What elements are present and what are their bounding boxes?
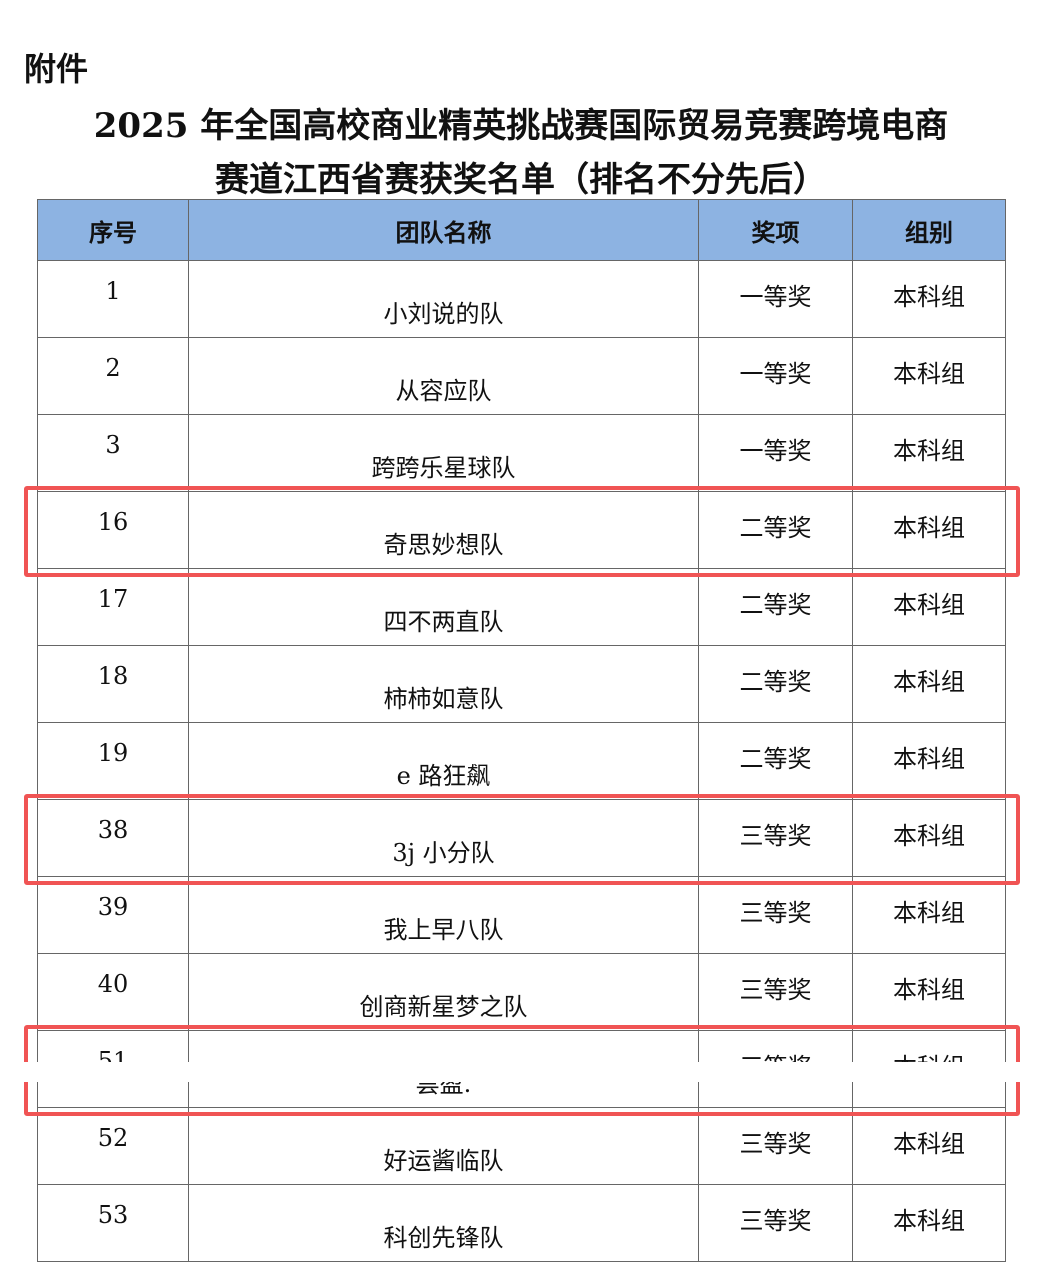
seq-cell: 18 (37, 645, 189, 723)
award-cell: 二等奖 (698, 491, 853, 569)
award-cell: 二等奖 (698, 568, 853, 646)
attachment-label: 附件 (24, 50, 89, 88)
group-cell: 本科组 (852, 799, 1006, 877)
table-header-row: 序号 团队名称 奖项 组别 (37, 199, 1006, 261)
team-name-cell: 3j 小分队 (188, 799, 699, 877)
header-seq: 序号 (37, 199, 189, 261)
table-row: 3 跨跨乐星球队 一等奖 本科组 (37, 414, 1006, 492)
table-row: 53 科创先锋队 三等奖 本科组 (37, 1184, 1006, 1262)
table-row: 16 奇思妙想队 二等奖 本科组 (37, 491, 1006, 569)
team-name-cell: 小刘说的队 (188, 260, 699, 338)
group-cell: 本科组 (852, 337, 1006, 415)
table-row: 38 3j 小分队 三等奖 本科组 (37, 799, 1006, 877)
table-row: 17 四不两直队 二等奖 本科组 (37, 568, 1006, 646)
award-cell: 三等奖 (698, 1184, 853, 1262)
seq-cell: 2 (37, 337, 189, 415)
award-cell: 三等奖 (698, 876, 853, 954)
seq-cell: 52 (37, 1107, 189, 1185)
group-cell: 本科组 (852, 491, 1006, 569)
team-name-cell: 我上早八队 (188, 876, 699, 954)
header-award: 奖项 (698, 199, 853, 261)
team-name-cell: 奇思妙想队 (188, 491, 699, 569)
seq-cell: 1 (37, 260, 189, 338)
seq-cell: 39 (37, 876, 189, 954)
award-cell: 三等奖 (698, 799, 853, 877)
table-row: 2 从容应队 一等奖 本科组 (37, 337, 1006, 415)
table-row: 1 小刘说的队 一等奖 本科组 (37, 260, 1006, 338)
award-cell: 二等奖 (698, 722, 853, 800)
group-cell: 本科组 (852, 568, 1006, 646)
document-title-line-2: 赛道江西省赛获奖名单（排名不分先后） (215, 160, 827, 200)
team-name-cell: 跨跨乐星球队 (188, 414, 699, 492)
header-team-name: 团队名称 (188, 199, 699, 261)
seq-cell: 3 (37, 414, 189, 492)
group-cell: 本科组 (852, 953, 1006, 1031)
document-title-line-1: 2025 年全国高校商业精英挑战赛国际贸易竞赛跨境电商 (93, 106, 949, 146)
seq-cell: 38 (37, 799, 189, 877)
award-cell: 三等奖 (698, 953, 853, 1031)
award-cell: 三等奖 (698, 1107, 853, 1185)
group-cell: 本科组 (852, 1107, 1006, 1185)
table-row: 40 创商新星梦之队 三等奖 本科组 (37, 953, 1006, 1031)
seq-cell: 17 (37, 568, 189, 646)
group-cell: 本科组 (852, 645, 1006, 723)
team-name-cell: 柿柿如意队 (188, 645, 699, 723)
group-cell: 本科组 (852, 414, 1006, 492)
group-cell: 本科组 (852, 260, 1006, 338)
award-cell: 一等奖 (698, 337, 853, 415)
table-row: 52 好运酱临队 三等奖 本科组 (37, 1107, 1006, 1185)
team-name-cell: 科创先锋队 (188, 1184, 699, 1262)
award-cell: 二等奖 (698, 645, 853, 723)
team-name-cell: 创商新星梦之队 (188, 953, 699, 1031)
seq-cell: 19 (37, 722, 189, 800)
group-cell: 本科组 (852, 722, 1006, 800)
team-name-cell: e 路狂飙 (188, 722, 699, 800)
seq-cell: 40 (37, 953, 189, 1031)
seq-cell: 16 (37, 491, 189, 569)
award-cell: 一等奖 (698, 414, 853, 492)
award-cell: 一等奖 (698, 260, 853, 338)
table-row: 18 柿柿如意队 二等奖 本科组 (37, 645, 1006, 723)
team-name-cell: 好运酱临队 (188, 1107, 699, 1185)
table-row: 19 e 路狂飙 二等奖 本科组 (37, 722, 1006, 800)
award-table: 序号 团队名称 奖项 组别 1 小刘说的队 一等奖 本科组 2 从容应队 一等奖 本科组 3 跨跨… (37, 199, 1006, 1262)
group-cell: 本科组 (852, 876, 1006, 954)
seq-cell: 53 (37, 1184, 189, 1262)
table-row: 39 我上早八队 三等奖 本科组 (37, 876, 1006, 954)
team-name-cell: 从容应队 (188, 337, 699, 415)
header-group: 组别 (852, 199, 1006, 261)
group-cell: 本科组 (852, 1184, 1006, 1262)
team-name-cell: 四不两直队 (188, 568, 699, 646)
